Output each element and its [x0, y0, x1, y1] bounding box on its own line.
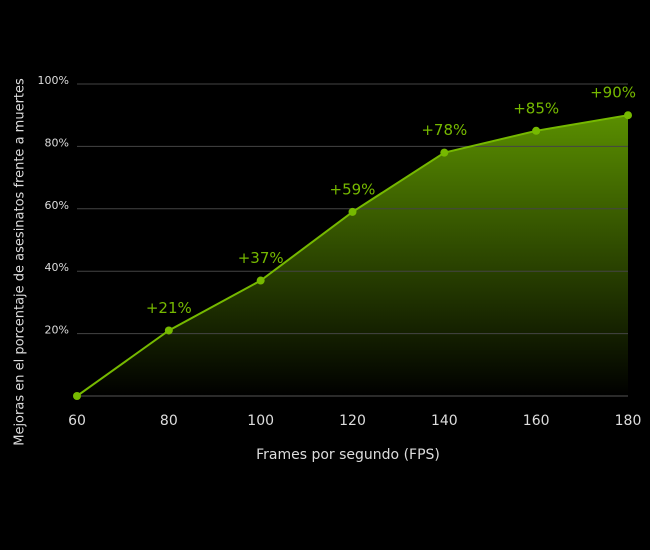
y-tick-label: 60%: [45, 199, 69, 212]
x-tick-label: 120: [339, 413, 366, 429]
value-label: +78%: [421, 121, 467, 139]
value-label: +85%: [513, 99, 559, 117]
x-tick-label: 140: [431, 413, 458, 429]
point: [624, 111, 632, 120]
point: [256, 276, 265, 285]
x-tick-label: 180: [615, 413, 642, 429]
point: [532, 126, 541, 135]
y-axis-label: Mejoras en el porcentaje de asesinatos f…: [13, 78, 28, 446]
point: [73, 392, 81, 400]
x-tick-label: 160: [523, 413, 550, 429]
area: [77, 115, 628, 396]
y-tick-label: 80%: [45, 136, 69, 149]
x-axis-label: Frames por segundo (FPS): [256, 447, 440, 463]
y-tick-label: 40%: [45, 261, 69, 274]
y-tick-label: 100%: [38, 74, 69, 87]
point: [440, 148, 449, 157]
y-tick-label: 20%: [45, 324, 69, 337]
value-label: +21%: [146, 299, 192, 317]
x-tick-label: 100: [247, 413, 274, 429]
point: [164, 326, 173, 335]
value-label: +59%: [330, 180, 376, 198]
value-label: +90%: [590, 84, 636, 102]
x-tick-label: 80: [160, 413, 178, 429]
point: [348, 207, 357, 216]
x-tick-label: 60: [68, 413, 86, 429]
value-label: +37%: [238, 249, 284, 267]
